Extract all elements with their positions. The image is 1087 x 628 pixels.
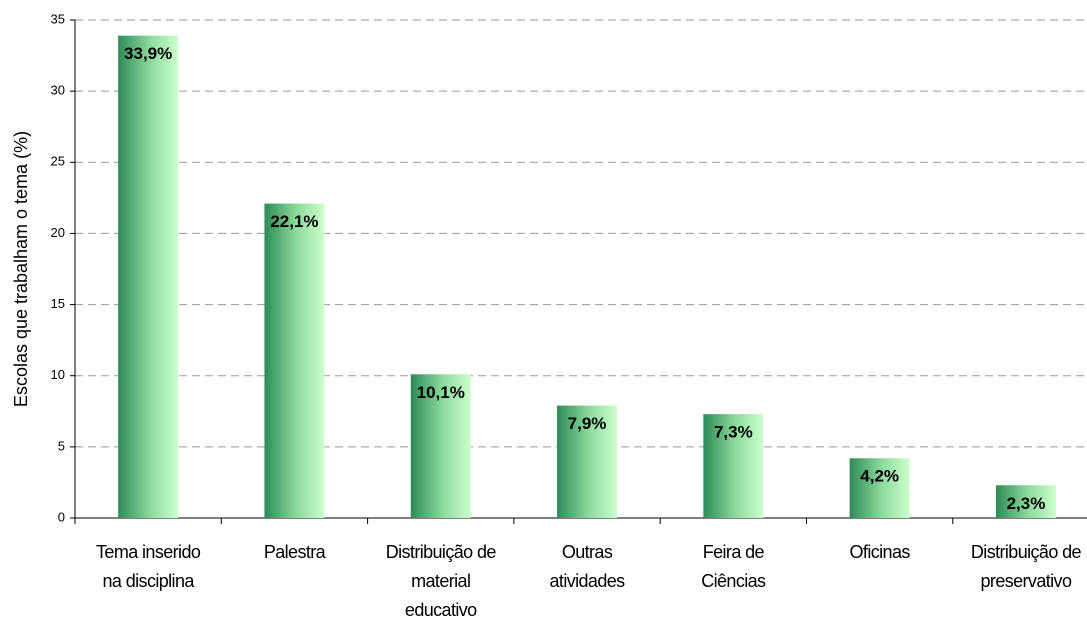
y-tick-label: 5 — [58, 438, 65, 453]
bar — [118, 35, 179, 518]
y-tick-label: 35 — [51, 11, 65, 26]
x-tick-label: atividades — [550, 571, 626, 591]
value-label: 4,2% — [860, 467, 899, 486]
x-tick-label: Distribuição de — [971, 542, 1082, 562]
value-label: 22,1% — [270, 212, 318, 231]
x-tick-label: Palestra — [264, 542, 327, 562]
x-tick-label: Ciências — [701, 571, 766, 591]
x-tick-label: Outras — [562, 542, 613, 562]
bar — [264, 203, 325, 518]
x-tick-label: educativo — [405, 600, 477, 620]
value-label: 10,1% — [417, 383, 465, 402]
y-tick-label: 15 — [51, 296, 65, 311]
x-tick-label: Feira de — [703, 542, 765, 562]
y-axis-label: Escolas que trabalham o tema (%) — [11, 131, 31, 407]
x-tick-label: material — [411, 571, 470, 591]
y-tick-label: 30 — [51, 83, 65, 98]
x-tick-label: Distribuição de — [386, 542, 497, 562]
y-tick-label: 20 — [51, 225, 65, 240]
bar — [410, 374, 471, 518]
bar — [557, 405, 618, 518]
bar — [703, 414, 764, 518]
y-tick-label: 10 — [51, 367, 65, 382]
bar — [849, 458, 910, 518]
value-label: 33,9% — [124, 44, 172, 63]
value-label: 7,3% — [714, 423, 753, 442]
y-tick-label: 25 — [51, 154, 65, 169]
x-tick-label: Tema inserido — [96, 542, 201, 562]
x-tick-label: preservativo — [981, 571, 1072, 591]
x-tick-label: Oficinas — [850, 542, 911, 562]
value-label: 2,3% — [1007, 494, 1046, 513]
x-tick-label: na disciplina — [103, 571, 196, 591]
value-label: 7,9% — [568, 414, 607, 433]
y-tick-label: 0 — [58, 509, 65, 524]
bar — [995, 485, 1056, 518]
